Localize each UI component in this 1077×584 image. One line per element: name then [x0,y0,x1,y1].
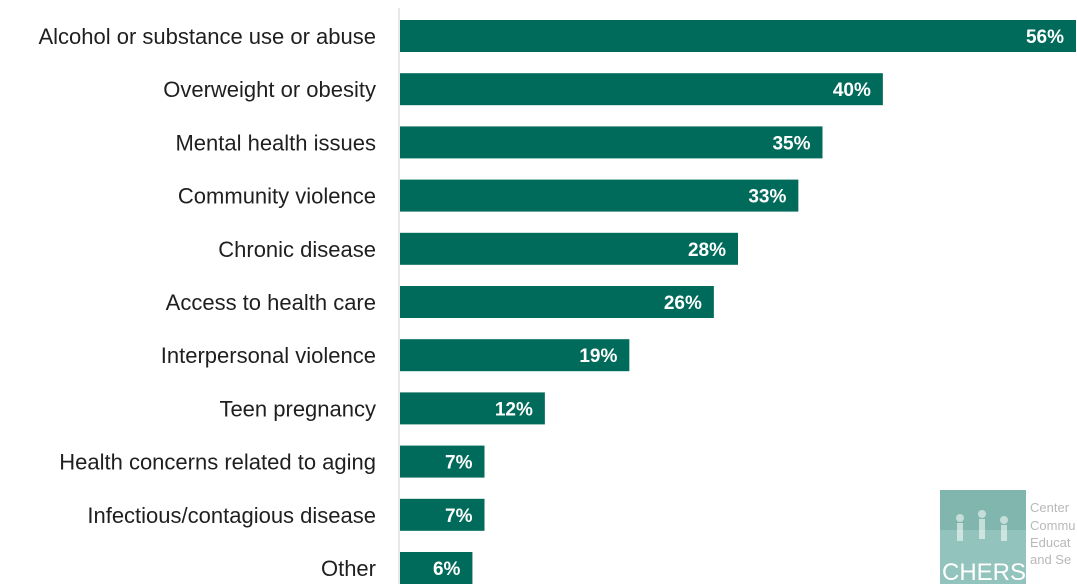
bar [400,339,630,372]
value-label: 33% [748,187,786,208]
category-label: Alcohol or substance use or abuse [38,24,376,49]
value-label: 7% [445,453,473,474]
category-label: Other [321,556,376,581]
value-label: 26% [664,293,702,314]
category-label: Mental health issues [175,130,376,155]
bar [400,552,473,584]
category-label: Infectious/contagious disease [87,503,376,528]
chers-logo: CHERS Center Commu Educat and Se [938,480,1077,584]
value-label: 12% [495,399,533,420]
logo-line-4: and Se [1030,552,1071,567]
bar [400,445,485,478]
logo-acronym: CHERS [942,559,1026,584]
logo-line-2: Commu [1030,518,1076,533]
bars-group: Alcohol or substance use or abuse 56% Over… [38,20,1076,584]
category-label: Community violence [178,184,376,209]
value-label: 7% [445,506,473,527]
category-label: Overweight or obesity [163,77,376,102]
value-label: 6% [433,559,461,580]
category-label: Teen pregnancy [219,396,376,421]
bar [400,498,485,531]
value-label: 19% [579,346,617,367]
logo-line-1: Center [1030,500,1070,515]
value-label: 28% [688,240,726,261]
category-label: Chronic disease [218,237,376,262]
logo-line-3: Educat [1030,535,1071,550]
value-label: 40% [833,80,871,101]
bar [400,392,545,425]
bar [400,179,799,212]
bar [400,20,1076,52]
category-label: Access to health care [166,290,376,315]
category-label: Health concerns related to aging [59,450,376,475]
bar [400,73,883,106]
bar [400,126,823,159]
category-label: Interpersonal violence [161,343,376,368]
logo-figures-icon [956,510,1008,541]
value-label: 56% [1026,27,1064,48]
bar [400,286,714,318]
value-label: 35% [772,133,810,154]
bar [400,232,738,265]
